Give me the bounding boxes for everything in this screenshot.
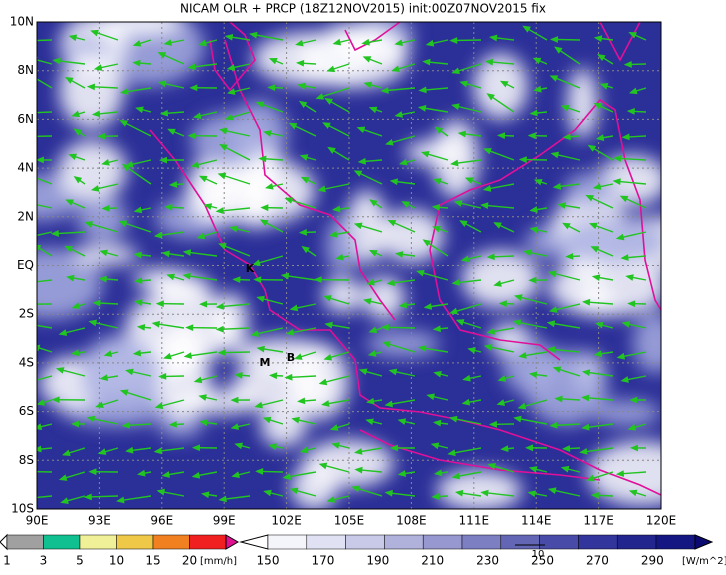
colorbar-segment [578,535,617,549]
lat-label: 6N [17,112,34,126]
colorbar-label: 10 [109,554,124,568]
colorbar-label: 150 [257,554,280,568]
colorbar-label: 210 [421,554,444,568]
lat-label: 8S [19,453,34,467]
lat-label: 8N [17,63,34,77]
arrow-head [31,58,37,63]
arrow-head [29,202,35,207]
lon-label: 90E [26,514,49,528]
arrow-head [20,381,26,386]
place-label: M [260,356,271,369]
lon-label: 108E [396,514,427,528]
arrow-head [23,469,29,474]
colorbar-unit: [mm/h] [200,556,237,567]
colorbar-segment [462,535,501,549]
colorbar-end [0,535,7,549]
cloud [594,400,661,425]
reference-label: 10 [532,549,545,560]
arrow-head [33,346,39,350]
colorbar-label: 20 [182,554,197,568]
cloud [437,470,522,510]
lon-label: 111E [459,514,490,528]
cloud [191,113,268,167]
colorbar-segment [153,535,190,549]
colorbar-label: 230 [476,554,499,568]
map-area: K M B [0,7,709,510]
cloud [79,336,162,414]
cloud [567,68,597,138]
colorbar-label: 290 [641,554,664,568]
arrow-head [28,496,34,501]
colorbar-segment [307,535,346,549]
cloud [212,293,248,351]
colorbar-segment [117,535,154,549]
lon-label: 99E [213,514,236,528]
colorbar-unit: [W/m^2] [682,556,726,567]
colorbar-segment [80,535,117,549]
colorbar-segment [190,535,227,549]
colorbar-label: 170 [311,554,334,568]
colorbar-segment [617,535,656,549]
lon-label: 105E [334,514,365,528]
lon-label: 96E [150,514,173,528]
colorbar-segment [384,535,423,549]
cloud [303,440,394,488]
lat-label: 6S [19,404,34,418]
colorbar-end [226,535,238,549]
place-label: K [246,262,255,275]
colorbar-segment [7,535,44,549]
cloud [198,156,316,225]
colorbar-segment [540,535,579,549]
colorbar-label: 5 [76,554,84,568]
colorbar-segment [656,535,695,549]
wind-vector [20,136,52,137]
lon-label: 102E [271,514,302,528]
arrow-head [28,280,34,285]
colorbar-label: 1 [3,554,11,568]
colorbar-label: 270 [586,554,609,568]
cloud [323,278,363,313]
lon-label: 93E [88,514,111,528]
colorbar-label: 15 [145,554,160,568]
arrow-head [35,447,41,452]
arrow-head [20,134,26,139]
lat-label: 2N [17,209,34,223]
cloud [231,362,331,412]
lon-label: 117E [583,514,614,528]
colorbar-segment [346,535,385,549]
title: NICAM OLR + PRCP (18Z12NOV2015) init:00Z… [180,2,546,16]
cloud [576,284,614,314]
colorbar-end [695,535,712,549]
arrow-head [19,39,25,44]
arrow-head [31,323,37,328]
colorbar-segment [268,535,307,549]
cloud [565,172,617,207]
cloud [633,313,677,374]
cloud [560,218,668,264]
cloud [526,350,607,425]
colorbar-label: 190 [366,554,389,568]
lat-label: 4S [19,355,34,369]
lat-label: EQ [17,258,34,272]
lat-label: 10N [10,15,34,29]
colorbar-segment [44,535,81,549]
colorbar-label: 3 [40,554,48,568]
colorbar-segment [423,535,462,549]
lon-label: 114E [521,514,552,528]
lat-label: 2S [19,307,34,321]
lat-label: 4N [17,161,34,175]
arrow-head [25,235,31,240]
cloud [58,141,127,201]
arrow-head [35,425,41,430]
colorbar-end [241,535,268,549]
colorbar-segment [501,535,540,549]
place-label: B [287,351,295,364]
lon-label: 120E [646,514,677,528]
cloud [77,197,127,240]
